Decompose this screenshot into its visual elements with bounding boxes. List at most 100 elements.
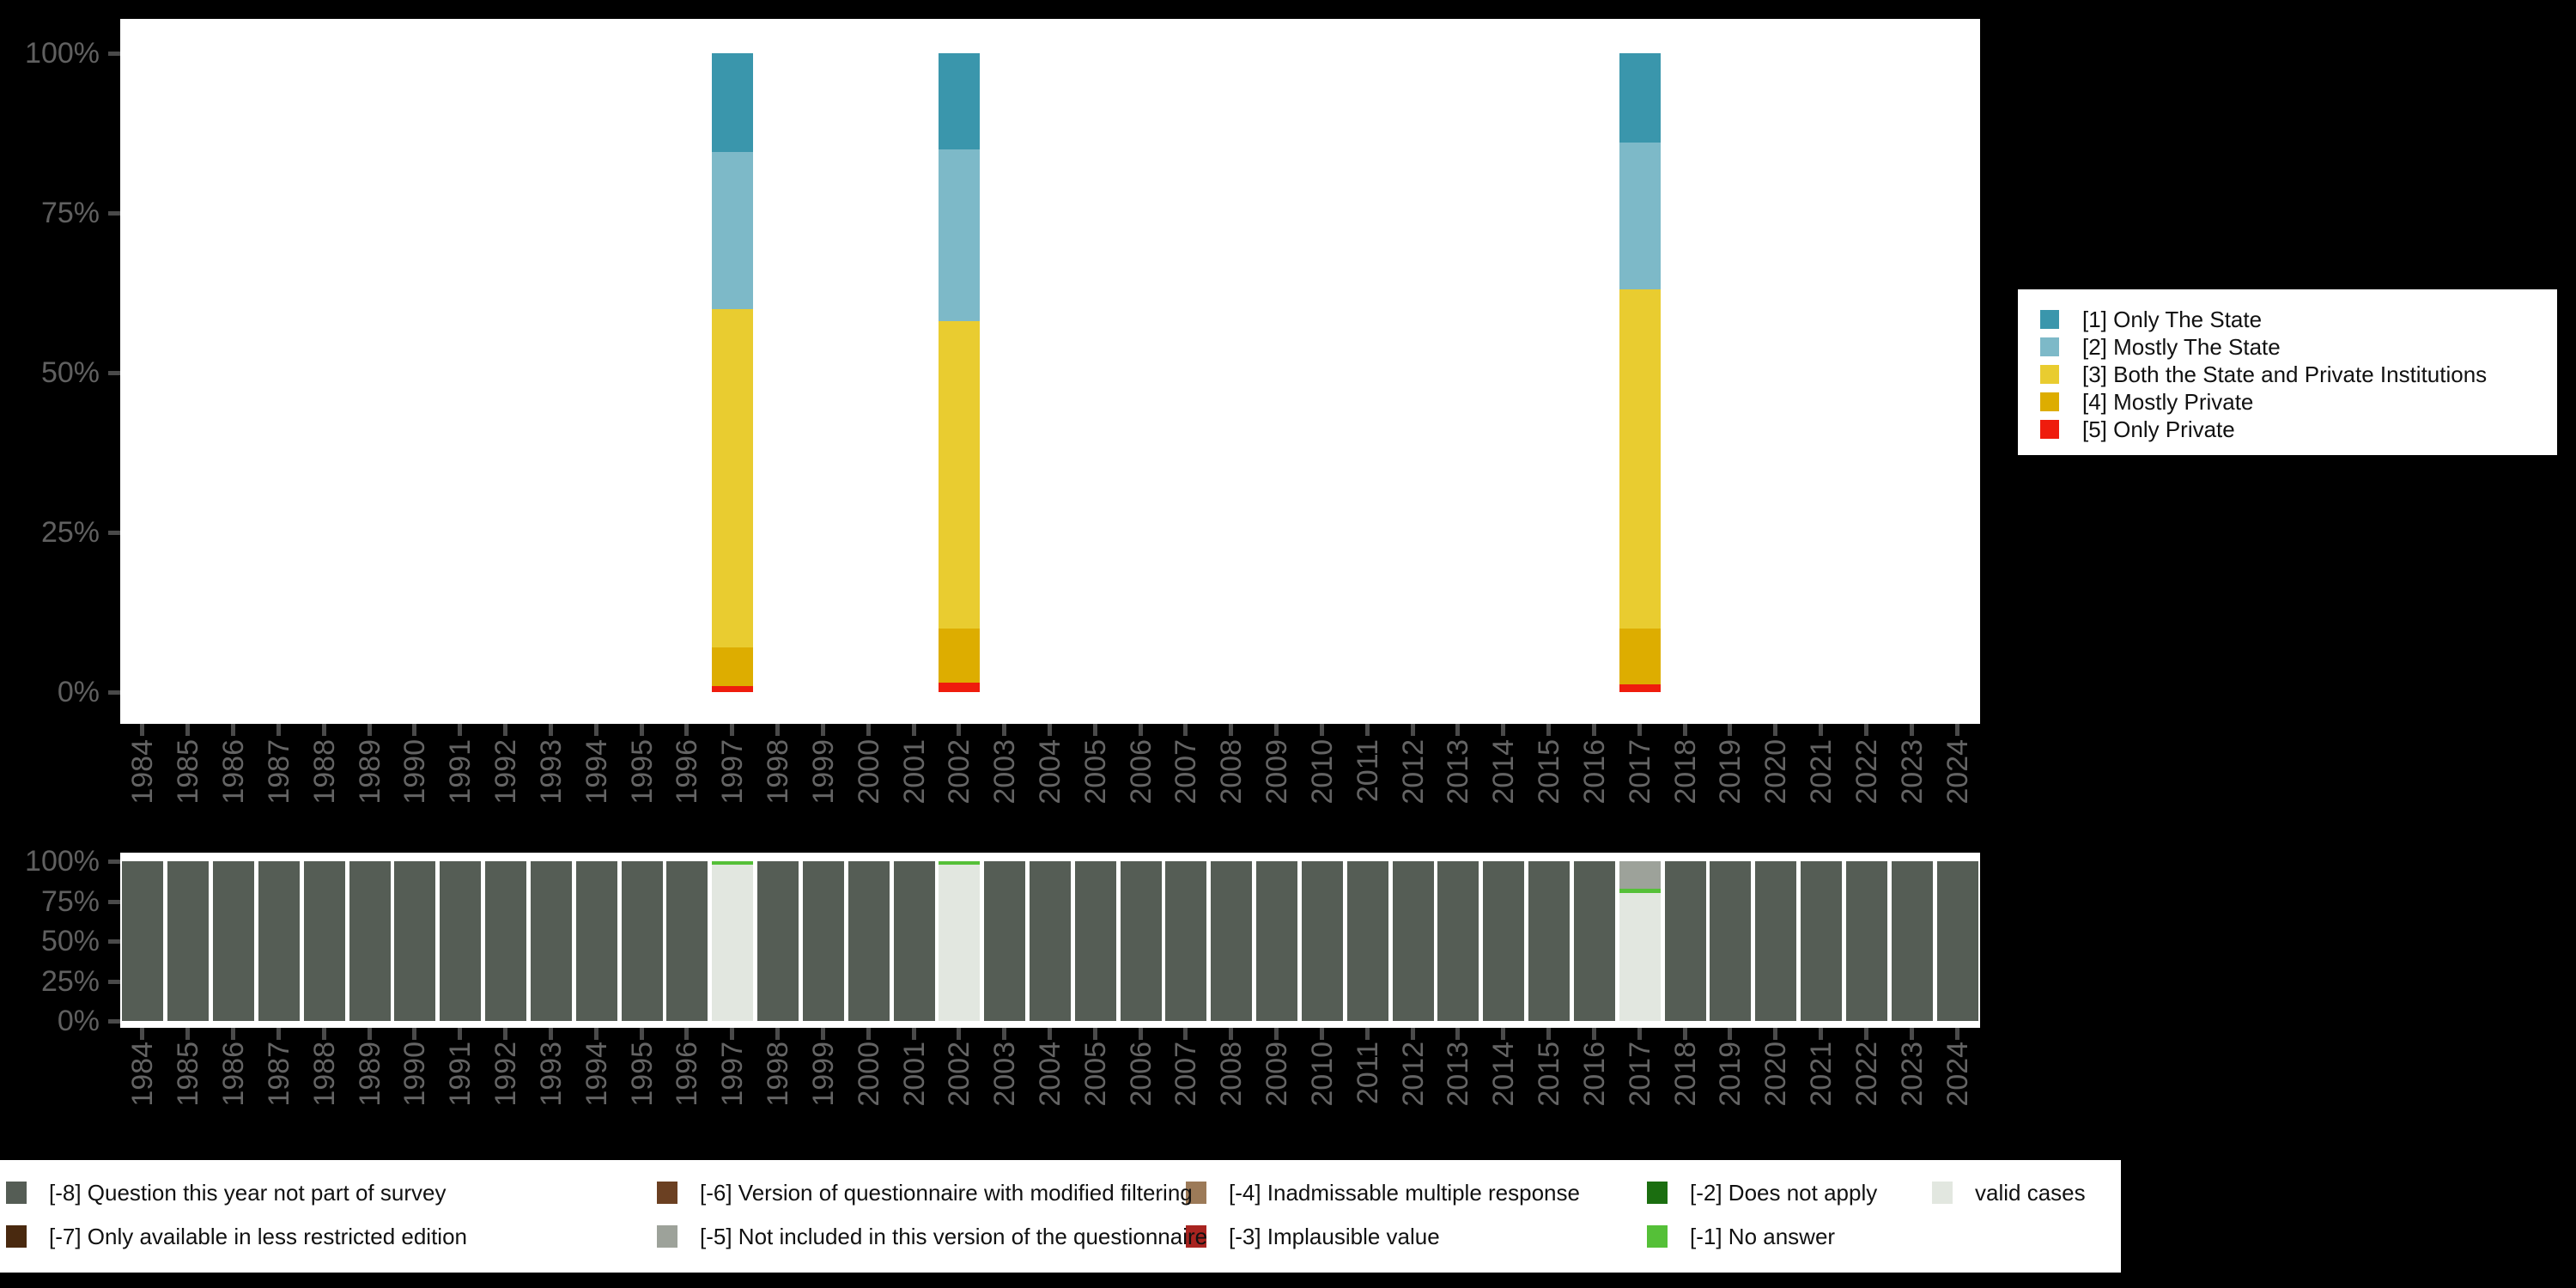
x-axis-tick	[1819, 724, 1824, 736]
response-categories-legend: [1] Only The State [2] Mostly The State [3…	[2018, 289, 2557, 455]
y-axis-tick-label: 100%	[25, 37, 100, 70]
x-axis-tick	[866, 724, 871, 736]
x-axis-tick	[866, 1028, 871, 1040]
x-axis-tick	[1909, 1028, 1914, 1040]
y-axis-tick	[108, 1019, 120, 1024]
x-axis-tick	[911, 1028, 916, 1040]
bar-segment	[802, 861, 844, 1021]
x-axis-tick	[1909, 724, 1914, 736]
legend-color-swatch	[1932, 1182, 1953, 1204]
x-axis-tick	[593, 724, 598, 736]
x-axis-tick	[593, 1028, 598, 1040]
x-axis-year-label: 2015	[1533, 1042, 1566, 1107]
legend-item: valid cases	[1932, 1177, 2086, 1208]
bar-segment	[621, 861, 663, 1021]
legend-item: [-2] Does not apply	[1647, 1177, 1877, 1208]
x-axis-tick	[1728, 724, 1733, 736]
x-axis-year-label: 2005	[1078, 1042, 1112, 1107]
x-axis-tick	[820, 1028, 825, 1040]
legend-item-label: [2] Mostly The State	[2082, 333, 2281, 360]
legend-item-label: valid cases	[1975, 1179, 2086, 1206]
x-axis-tick	[1319, 724, 1324, 736]
legend-item-label: [1] Only The State	[2082, 306, 2263, 332]
bar-segment	[1528, 861, 1571, 1021]
bar-segment	[349, 861, 391, 1021]
bar-segment	[1211, 861, 1253, 1021]
legend-item-label: [4] Mostly Private	[2082, 388, 2254, 415]
legend-color-swatch	[6, 1182, 27, 1204]
x-axis-tick	[185, 724, 191, 736]
x-axis-year-label: 2010	[1305, 1042, 1339, 1107]
legend-item-label: [-5] Not included in this version of the…	[700, 1223, 1208, 1249]
bar-segment	[258, 861, 300, 1021]
x-axis-year-label: 2009	[1261, 1042, 1294, 1107]
bar-segment	[939, 682, 981, 692]
x-axis-year-label: 2019	[1714, 1042, 1747, 1107]
legend-item: [-8] Question this year not part of surv…	[6, 1177, 446, 1208]
x-axis-tick	[321, 724, 326, 736]
legend-item: [3] Both the State and Private Instituti…	[2040, 361, 2557, 388]
legend-item-label: [-8] Question this year not part of surv…	[49, 1179, 447, 1206]
legend-item: [2] Mostly The State	[2040, 333, 2557, 361]
bar-segment	[666, 861, 708, 1021]
x-axis-tick	[730, 1028, 735, 1040]
legend-item: [-1] No answer	[1647, 1221, 1835, 1252]
x-axis-tick	[412, 724, 417, 736]
bar-segment	[1437, 861, 1479, 1021]
bar-segment	[1392, 861, 1434, 1021]
x-axis-year-label: 2011	[1351, 1042, 1384, 1105]
x-axis-tick	[820, 724, 825, 736]
y-axis-tick	[108, 531, 120, 535]
bar-segment	[984, 861, 1026, 1021]
x-axis-year-label: 1984	[126, 1042, 160, 1107]
legend-color-swatch	[657, 1182, 677, 1204]
x-axis-year-label: 2007	[1170, 1042, 1203, 1107]
x-axis-year-label: 1996	[671, 1042, 704, 1107]
y-axis-tick	[108, 690, 120, 695]
y-axis-tick	[108, 211, 120, 216]
x-axis-tick	[1229, 1028, 1234, 1040]
x-axis-year-label: 1991	[444, 1042, 477, 1107]
legend-item-label: [3] Both the State and Private Instituti…	[2082, 361, 2488, 387]
bar-segment	[303, 861, 345, 1021]
x-axis-year-label: 1999	[806, 1042, 840, 1107]
x-axis-tick	[1138, 724, 1143, 736]
x-axis-tick	[140, 724, 145, 736]
bar-segment	[1664, 861, 1706, 1021]
x-axis-tick	[503, 724, 508, 736]
x-axis-tick	[185, 1028, 191, 1040]
x-axis-tick	[367, 1028, 372, 1040]
x-axis-tick	[1410, 724, 1415, 736]
y-axis-tick-label: 25%	[40, 516, 100, 549]
missing-values-legend: [-8] Question this year not part of surv…	[0, 1160, 2121, 1273]
x-axis-tick	[548, 1028, 553, 1040]
x-axis-year-label: 2013	[1442, 1042, 1475, 1107]
y-axis-tick-label: 0%	[57, 1005, 100, 1037]
bar-segment	[712, 647, 754, 686]
bar-segment	[1346, 861, 1388, 1021]
bar-segment	[939, 149, 981, 322]
legend-color-swatch	[1647, 1225, 1668, 1248]
bar-segment	[757, 861, 799, 1021]
x-axis-tick	[1183, 1028, 1188, 1040]
x-axis-year-label: 2020	[1759, 1042, 1793, 1107]
bar-segment	[712, 861, 754, 865]
x-axis-tick	[639, 1028, 644, 1040]
x-axis-tick	[1048, 1028, 1052, 1040]
x-axis-year-label: 2023	[1895, 1042, 1929, 1107]
bar-segment	[1030, 861, 1071, 1021]
bar-segment	[712, 308, 754, 647]
x-axis-tick	[1728, 1028, 1733, 1040]
legend-item: [-5] Not included in this version of the…	[657, 1221, 1207, 1252]
x-axis-tick	[1546, 724, 1552, 736]
y-axis-tick-label: 50%	[40, 356, 100, 389]
x-axis-tick	[1183, 724, 1188, 736]
x-axis-year-label: 2014	[1487, 1042, 1521, 1107]
x-axis-year-label: 2016	[1577, 1042, 1611, 1107]
x-axis-tick	[231, 1028, 236, 1040]
x-axis-year-label: 1994	[580, 1042, 613, 1107]
x-axis-tick	[548, 724, 553, 736]
bar-segment	[1891, 861, 1933, 1021]
x-axis-tick	[1954, 1028, 1959, 1040]
x-axis-tick	[1863, 724, 1868, 736]
